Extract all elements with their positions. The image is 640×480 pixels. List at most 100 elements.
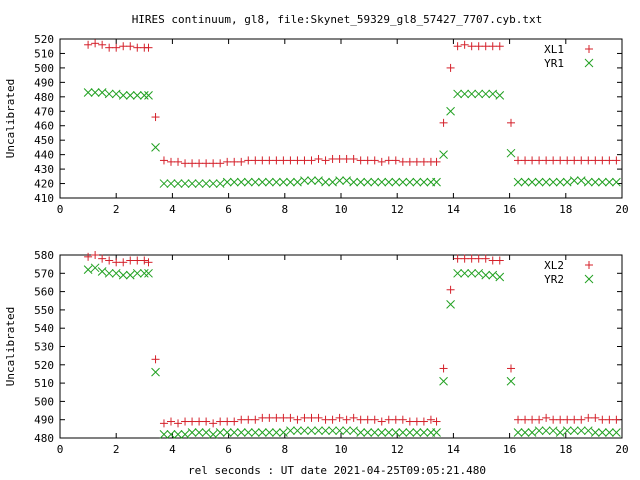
y-tick-label: 480 bbox=[34, 432, 54, 445]
data-point bbox=[187, 428, 197, 437]
data-point bbox=[244, 156, 253, 165]
data-point bbox=[222, 428, 232, 437]
legend-label: YR2 bbox=[544, 273, 564, 286]
data-point bbox=[534, 426, 544, 436]
data-point bbox=[208, 429, 218, 439]
data-point bbox=[541, 426, 551, 436]
data-point bbox=[342, 176, 351, 186]
x-tick-label: 20 bbox=[615, 443, 628, 456]
data-point bbox=[126, 256, 135, 265]
data-point bbox=[426, 415, 435, 424]
data-point bbox=[513, 428, 523, 437]
data-point bbox=[398, 428, 408, 437]
x-tick-label: 4 bbox=[169, 203, 176, 216]
data-point bbox=[349, 426, 358, 436]
chart-title: HIRES continuum, gl8, file:Skynet_59329_… bbox=[132, 13, 543, 26]
y-tick-label: 450 bbox=[34, 134, 54, 147]
data-point bbox=[391, 177, 401, 187]
data-point bbox=[111, 89, 121, 99]
data-point bbox=[229, 428, 239, 437]
data-point bbox=[590, 177, 600, 187]
data-point bbox=[507, 364, 516, 373]
data-point bbox=[258, 156, 267, 165]
data-point bbox=[223, 417, 232, 426]
data-point bbox=[118, 270, 128, 280]
data-point bbox=[576, 176, 586, 186]
data-point bbox=[342, 426, 351, 436]
data-point bbox=[391, 415, 400, 424]
data-point bbox=[488, 256, 497, 265]
y-tick-label: 520 bbox=[34, 33, 54, 46]
data-point bbox=[377, 157, 386, 166]
data-point bbox=[166, 157, 175, 166]
data-point bbox=[548, 177, 558, 187]
data-point bbox=[356, 156, 365, 165]
data-point bbox=[133, 43, 142, 52]
data-point bbox=[328, 426, 337, 436]
data-point bbox=[125, 270, 135, 280]
data-point bbox=[265, 156, 274, 165]
data-point bbox=[563, 156, 572, 165]
data-point bbox=[419, 177, 429, 187]
data-point bbox=[144, 268, 153, 278]
data-point bbox=[419, 417, 428, 426]
data-point bbox=[569, 426, 579, 436]
data-point bbox=[481, 42, 490, 51]
data-point bbox=[598, 415, 607, 424]
data-point bbox=[467, 268, 477, 278]
data-point bbox=[208, 179, 218, 188]
x-tick-label: 14 bbox=[447, 203, 461, 216]
y-tick-label: 570 bbox=[34, 267, 54, 280]
data-point bbox=[562, 426, 572, 436]
data-point bbox=[335, 426, 344, 436]
data-point bbox=[453, 254, 462, 263]
data-point bbox=[439, 376, 448, 386]
data-point bbox=[432, 417, 441, 426]
data-point bbox=[520, 177, 530, 187]
data-point bbox=[356, 177, 366, 187]
x-tick-label: 18 bbox=[559, 443, 572, 456]
data-point bbox=[521, 156, 530, 165]
data-point bbox=[342, 154, 351, 163]
data-point bbox=[460, 40, 469, 49]
data-point bbox=[495, 256, 504, 265]
data-point bbox=[286, 413, 295, 422]
y-tick-label: 560 bbox=[34, 286, 54, 299]
data-point bbox=[293, 426, 302, 436]
data-point bbox=[584, 156, 593, 165]
legend-marker bbox=[585, 261, 593, 269]
y-tick-label: 480 bbox=[34, 91, 54, 104]
data-point bbox=[279, 177, 288, 187]
x-tick-label: 4 bbox=[169, 443, 176, 456]
data-point bbox=[405, 417, 414, 426]
data-point bbox=[91, 251, 100, 259]
y-tick-label: 460 bbox=[34, 120, 54, 133]
data-point bbox=[535, 415, 544, 424]
data-point bbox=[265, 413, 274, 422]
data-point bbox=[202, 417, 211, 426]
data-point bbox=[188, 159, 197, 168]
data-point bbox=[173, 179, 183, 188]
x-tick-label: 12 bbox=[391, 203, 404, 216]
data-point bbox=[173, 429, 183, 439]
x-axis-label: rel seconds : UT date 2021-04-25T09:05:2… bbox=[188, 464, 486, 477]
data-point bbox=[481, 89, 491, 99]
data-point bbox=[166, 429, 176, 439]
data-point bbox=[279, 156, 288, 165]
data-point bbox=[446, 63, 455, 72]
data-point bbox=[384, 428, 394, 437]
x-tick-label: 0 bbox=[57, 443, 64, 456]
x-tick-label: 6 bbox=[225, 203, 232, 216]
data-point bbox=[293, 177, 302, 187]
data-point bbox=[514, 156, 523, 165]
data-point bbox=[257, 177, 267, 187]
data-point bbox=[201, 179, 211, 188]
data-point bbox=[363, 428, 373, 437]
y-tick-label: 440 bbox=[34, 149, 54, 162]
data-point bbox=[439, 150, 448, 159]
data-point bbox=[569, 176, 579, 186]
data-point bbox=[222, 177, 232, 187]
x-tick-label: 20 bbox=[615, 203, 628, 216]
data-point bbox=[370, 415, 379, 424]
data-point bbox=[377, 417, 386, 426]
